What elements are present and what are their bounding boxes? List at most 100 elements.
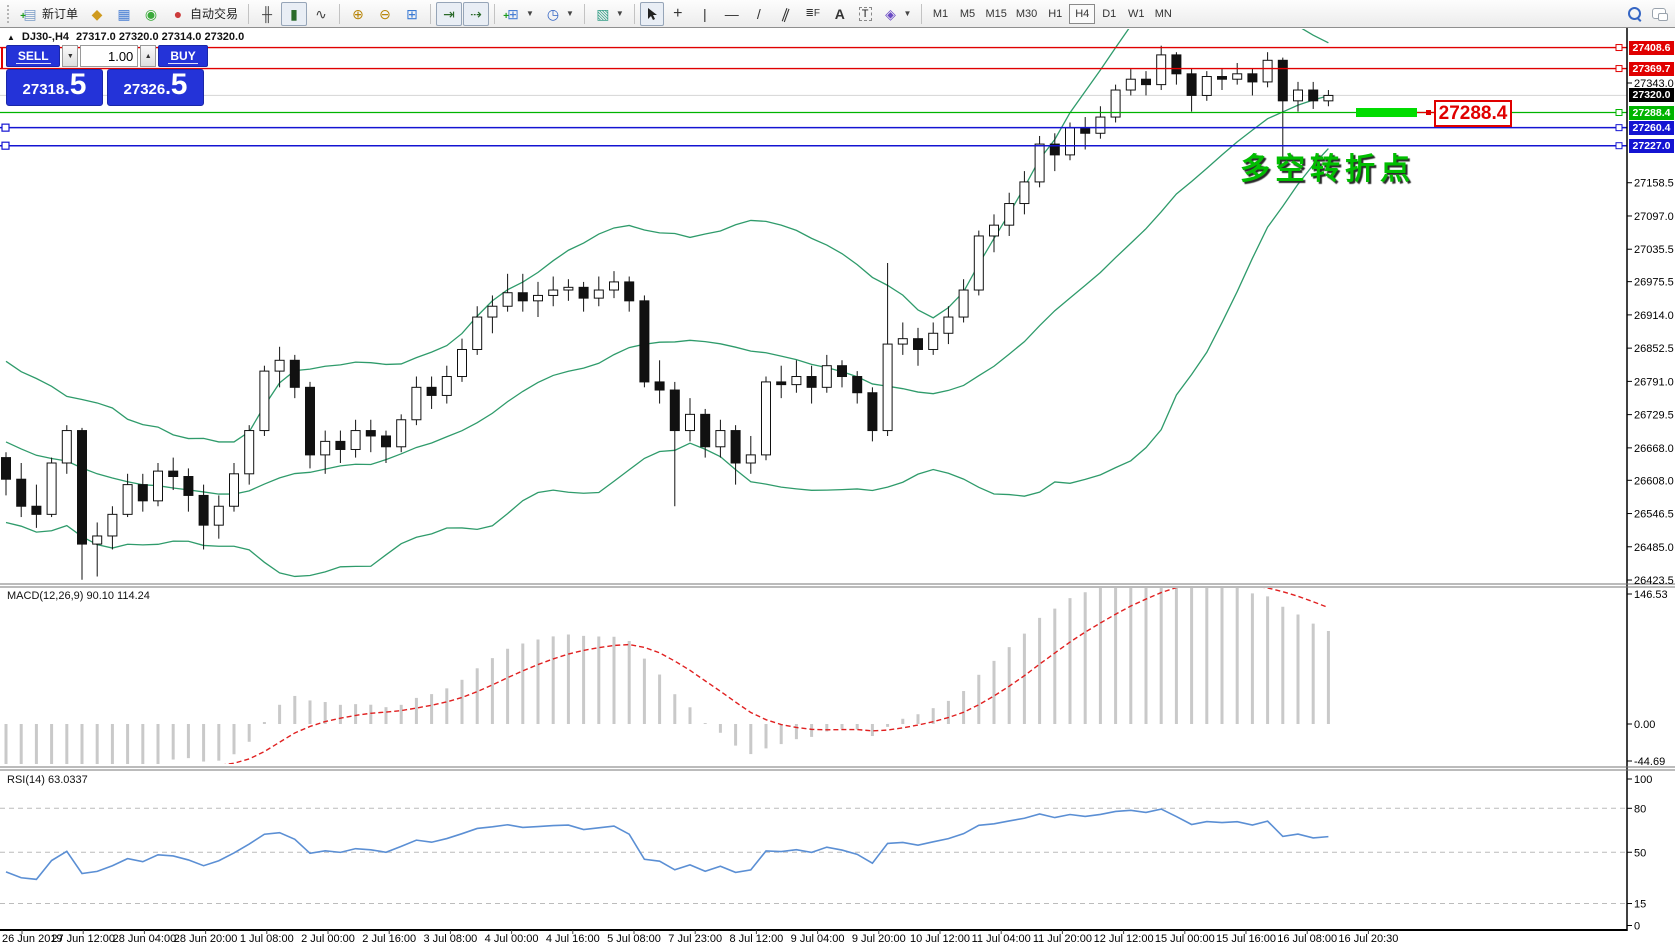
- svg-text:0: 0: [1634, 921, 1640, 933]
- svg-text:26608.0: 26608.0: [1634, 475, 1674, 487]
- new-order-icon: ▤ +: [20, 5, 37, 22]
- cursor-tool-button[interactable]: [639, 1, 664, 26]
- tile-windows-icon: ⊞: [406, 5, 418, 22]
- chart-shift-button[interactable]: ⇢: [463, 1, 490, 26]
- signals-button[interactable]: ◉: [138, 2, 164, 26]
- price-tag-27227[interactable]: 27227.0: [1629, 138, 1674, 153]
- trendline-tool-button[interactable]: /: [746, 2, 772, 26]
- candlestick-chart-button[interactable]: ▮: [281, 1, 308, 26]
- svg-text:15 Jul 16:00: 15 Jul 16:00: [1216, 933, 1276, 945]
- bar-chart-button[interactable]: ╫: [254, 2, 280, 26]
- trendline-icon: /: [756, 5, 761, 22]
- new-chart-button[interactable]: ⊞ + ▼: [500, 2, 539, 26]
- chart-window-icon: ▦: [117, 5, 131, 22]
- timeframe-h1-button[interactable]: H1: [1042, 4, 1068, 24]
- chevron-down-icon: ▼: [615, 9, 624, 18]
- styler-button[interactable]: ◆: [84, 2, 110, 26]
- chat-button[interactable]: [1647, 2, 1671, 26]
- svg-text:4 Jul 16:00: 4 Jul 16:00: [546, 933, 600, 945]
- price-callout-box[interactable]: 27288.4: [1434, 100, 1512, 127]
- svg-text:27035.5: 27035.5: [1634, 244, 1674, 256]
- price-tag-27369.7[interactable]: 27369.7: [1629, 61, 1674, 76]
- chart-shift-icon: ⇢: [470, 5, 482, 22]
- svg-text:100: 100: [1634, 774, 1652, 786]
- search-button[interactable]: [1623, 2, 1646, 26]
- signal-icon: ◉: [144, 5, 158, 22]
- turning-point-annotation: 多空转折点: [1240, 153, 1415, 186]
- svg-text:12 Jul 12:00: 12 Jul 12:00: [1094, 933, 1154, 945]
- channel-icon: ∥: [779, 4, 792, 23]
- symbol-period-label: DJ30-,H4: [21, 31, 69, 43]
- separator: [430, 3, 432, 24]
- indicators-button[interactable]: ▧ ▼: [590, 2, 629, 26]
- buy-button[interactable]: BUY: [158, 45, 208, 67]
- vertical-line-tool-button[interactable]: |: [692, 2, 718, 26]
- scroll-to-end-button[interactable]: ⇥: [436, 1, 463, 26]
- timeframe-w1-button[interactable]: W1: [1123, 4, 1149, 24]
- volume-decrease-button[interactable]: ▼: [62, 45, 79, 67]
- timeframe-d1-button[interactable]: D1: [1096, 4, 1122, 24]
- new-order-label: 新订单: [42, 7, 79, 21]
- pane-borders: [0, 28, 1675, 931]
- sell-price-display[interactable]: 27318. 5: [6, 69, 103, 106]
- chat-icon: [1652, 8, 1668, 21]
- svg-text:4 Jul 00:00: 4 Jul 00:00: [485, 933, 539, 945]
- channel-tool-button[interactable]: ∥: [773, 2, 799, 26]
- current-price-tag[interactable]: 27320.0: [1629, 88, 1674, 103]
- new-order-button[interactable]: ▤ + 新订单: [17, 2, 83, 26]
- fibonacci-tool-button[interactable]: ≣F: [800, 2, 826, 26]
- svg-text:16 Jul 08:00: 16 Jul 08:00: [1277, 933, 1337, 945]
- volume-increase-button[interactable]: ▲: [140, 45, 157, 67]
- svg-text:26485.0: 26485.0: [1634, 542, 1674, 554]
- svg-text:7 Jul 23:00: 7 Jul 23:00: [668, 933, 722, 945]
- svg-text:27 Jun 12:00: 27 Jun 12:00: [51, 933, 115, 945]
- svg-text:80: 80: [1634, 803, 1646, 815]
- svg-text:15: 15: [1634, 899, 1646, 911]
- svg-text:3 Jul 08:00: 3 Jul 08:00: [423, 933, 477, 945]
- autotrading-button[interactable]: ● 自动交易: [165, 2, 243, 26]
- svg-text:27343.0: 27343.0: [1634, 78, 1674, 90]
- timeframe-m5-button[interactable]: M5: [954, 4, 980, 24]
- crosshair-tool-button[interactable]: +: [665, 2, 691, 26]
- text-label-tool-button[interactable]: T: [854, 2, 877, 26]
- scroll-to-end-icon: ⇥: [443, 5, 455, 22]
- text-tool-button[interactable]: A: [827, 2, 853, 26]
- svg-text:5 Jul 08:00: 5 Jul 08:00: [607, 933, 661, 945]
- market-watch-button[interactable]: ▦: [111, 2, 137, 26]
- price-tag-27408.6[interactable]: 27408.6: [1629, 40, 1674, 55]
- clock-icon: ◷: [546, 5, 560, 22]
- text-icon: A: [834, 5, 845, 22]
- buy-price-display[interactable]: 27326. 5: [107, 69, 204, 106]
- svg-text:26975.5: 26975.5: [1634, 277, 1674, 289]
- svg-text:26 Jun 2019: 26 Jun 2019: [2, 933, 63, 945]
- eraser-icon: ◆: [91, 5, 103, 22]
- line-chart-button[interactable]: ∿: [308, 2, 334, 26]
- price-tag-27288.4[interactable]: 27288.4: [1629, 105, 1674, 120]
- svg-text:28 Jun 04:00: 28 Jun 04:00: [113, 933, 177, 945]
- timeframe-h4-button[interactable]: H4: [1069, 3, 1096, 24]
- collapse-panel-icon[interactable]: ▲: [7, 32, 15, 42]
- shapes-tool-button[interactable]: ◈ ▼: [878, 2, 917, 26]
- tile-windows-button[interactable]: ⊞: [399, 2, 425, 26]
- horizontal-line-icon: —: [724, 5, 739, 22]
- zoom-in-button[interactable]: ⊕: [345, 2, 371, 26]
- volume-input[interactable]: [80, 45, 139, 67]
- macd-signal-line: [223, 588, 1329, 764]
- timeframe-m1-button[interactable]: M1: [927, 4, 953, 24]
- timeframe-mn-button[interactable]: MN: [1150, 4, 1176, 24]
- vertical-line-icon: |: [702, 5, 707, 22]
- svg-text:11 Jul 20:00: 11 Jul 20:00: [1033, 933, 1092, 945]
- svg-text:26668.0: 26668.0: [1634, 443, 1674, 455]
- timeframe-m30-button[interactable]: M30: [1012, 4, 1041, 24]
- timeframe-m15-button[interactable]: M15: [981, 4, 1010, 24]
- price-tag-27260.4[interactable]: 27260.4: [1629, 120, 1674, 135]
- ohlc-header: ▲ DJ30-,H4 27317.0 27320.0 27314.0 27320…: [7, 31, 244, 43]
- profiles-button[interactable]: ◷ ▼: [540, 2, 579, 26]
- zoom-out-button[interactable]: ⊖: [372, 2, 398, 26]
- svg-text:15 Jul 00:00: 15 Jul 00:00: [1155, 933, 1215, 945]
- price-axis[interactable]: 27343.0 27158.5 27097.0 27035.5 26975.5 26914…: [1627, 78, 1674, 933]
- sell-button[interactable]: SELL: [6, 45, 61, 67]
- horizontal-line-tool-button[interactable]: —: [719, 2, 745, 26]
